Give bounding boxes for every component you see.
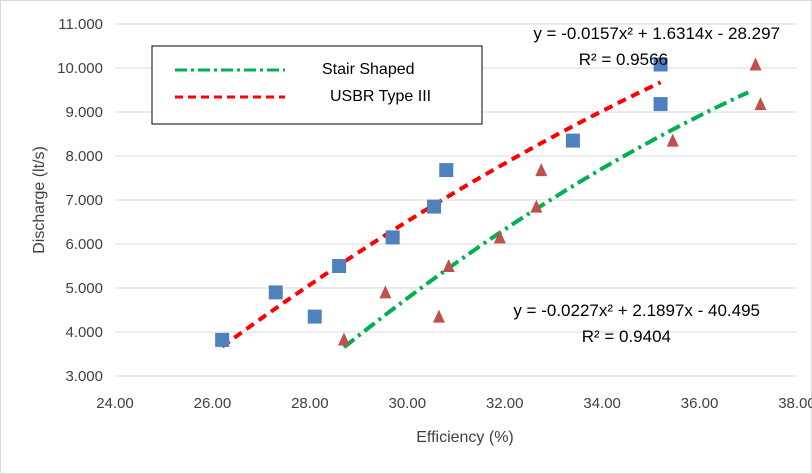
y-tick-label: 9.000 bbox=[65, 104, 103, 121]
y-tick-label: 4.000 bbox=[65, 324, 103, 341]
usbr-trendline-r2: R² = 0.9566 bbox=[579, 50, 668, 69]
legend-stair-label: Stair Shaped bbox=[322, 61, 415, 78]
y-tick-label: 7.000 bbox=[65, 192, 103, 209]
stair-data-point bbox=[493, 230, 506, 244]
usbr-type-iii-trendline bbox=[221, 80, 662, 349]
trendlines bbox=[221, 80, 750, 349]
usbr-data-point bbox=[653, 97, 668, 112]
stair-data-point bbox=[666, 133, 679, 147]
x-axis-title: Efficiency (%) bbox=[416, 429, 514, 446]
usbr-data-point bbox=[385, 230, 400, 245]
x-tick-label: 30.00 bbox=[389, 395, 427, 412]
usbr-data-point bbox=[307, 309, 322, 324]
x-tick-label: 26.00 bbox=[194, 395, 232, 412]
x-tick-label: 34.00 bbox=[583, 395, 621, 412]
stair-data-point bbox=[432, 309, 445, 323]
usbr-data-point bbox=[268, 285, 283, 300]
tick-labels: 3.000 4.000 5.000 6.000 7.000 8.000 9.000 10.00… bbox=[57, 16, 812, 412]
gridlines bbox=[115, 23, 797, 377]
x-tick-label: 32.00 bbox=[486, 395, 524, 412]
stair-trendline-equation: y = -0.0227x² + 2.1897x - 40.495 bbox=[513, 301, 760, 320]
legend: Stair Shaped USBR Type III bbox=[151, 45, 483, 125]
x-tick-label: 38.00 bbox=[778, 395, 812, 412]
stair-data-point bbox=[530, 199, 543, 213]
x-tick-label: 24.00 bbox=[96, 395, 134, 412]
usbr-data-point bbox=[427, 199, 442, 214]
x-tick-label: 28.00 bbox=[291, 395, 329, 412]
stair-data-point bbox=[754, 97, 767, 111]
data-points bbox=[215, 57, 767, 347]
stair-data-point bbox=[379, 285, 392, 299]
usbr-data-point bbox=[215, 332, 230, 347]
stair-shaped-trendline bbox=[342, 90, 750, 349]
y-tick-label: 11.000 bbox=[58, 16, 103, 33]
usbr-data-point bbox=[332, 259, 347, 273]
stair-trendline-r2: R² = 0.9404 bbox=[582, 327, 671, 346]
y-tick-label: 3.000 bbox=[65, 368, 103, 385]
y-tick-label: 10.000 bbox=[57, 60, 103, 77]
y-tick-label: 8.000 bbox=[65, 148, 103, 165]
usbr-data-point bbox=[439, 163, 454, 178]
usbr-data-point bbox=[653, 57, 668, 72]
usbr-data-point bbox=[565, 133, 580, 148]
legend-usbr-label: USBR Type III bbox=[330, 88, 431, 105]
y-tick-label: 6.000 bbox=[65, 236, 103, 253]
y-tick-label: 5.000 bbox=[65, 280, 103, 297]
legend-box bbox=[151, 45, 483, 125]
stair-data-point bbox=[442, 259, 455, 272]
stair-data-point bbox=[337, 332, 350, 346]
stair-data-point bbox=[535, 163, 548, 177]
x-tick-label: 36.00 bbox=[681, 395, 719, 412]
y-axis-title: Discharge (lt/s) bbox=[31, 146, 48, 254]
usbr-trendline-equation: y = -0.0157x² + 1.6314x - 28.297 bbox=[533, 24, 780, 43]
stair-data-point bbox=[749, 57, 762, 71]
